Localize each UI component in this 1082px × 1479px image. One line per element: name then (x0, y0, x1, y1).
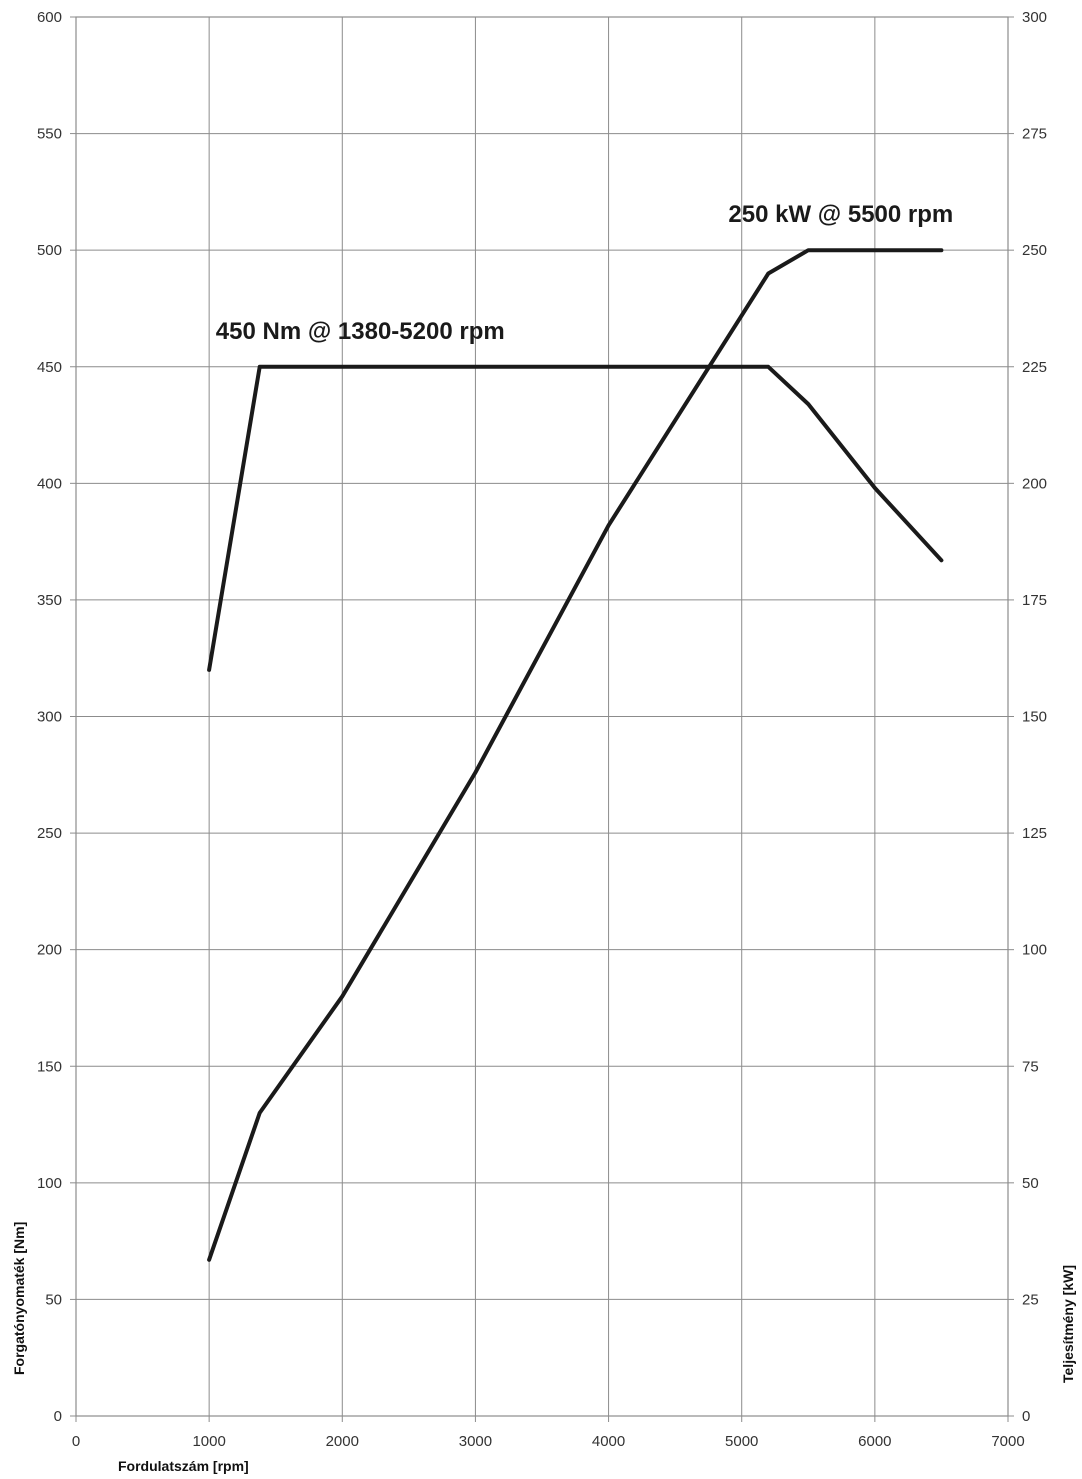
power-curve (207, 248, 944, 1262)
y-right-tick-label: 150 (1022, 709, 1047, 726)
y-left-tick-label: 550 (37, 126, 62, 143)
x-tick-label: 2000 (326, 1433, 359, 1450)
y-left-tick-label: 600 (37, 9, 62, 26)
x-axis-title: Fordulatszám [rpm] (118, 1458, 249, 1474)
y-right-tick-label: 25 (1022, 1291, 1039, 1308)
y-left-tick-label: 500 (37, 242, 62, 259)
y-right-tick-label: 200 (1022, 475, 1047, 492)
y-left-tick-label: 400 (37, 475, 62, 492)
y-right-tick-label: 0 (1022, 1408, 1030, 1425)
x-tick-label: 1000 (192, 1433, 225, 1450)
series-layer (207, 248, 944, 1262)
y-right-tick-label: 50 (1022, 1175, 1039, 1192)
y-right-tick-label: 225 (1022, 359, 1047, 376)
annotations: 450 Nm @ 1380-5200 rpm 250 kW @ 5500 rpm (216, 201, 953, 345)
y-left-tick-label: 50 (45, 1291, 62, 1308)
y-right-tick-label: 300 (1022, 9, 1047, 26)
y-right-tick-label: 275 (1022, 126, 1047, 143)
annotation-label: 450 Nm @ 1380-5200 rpm (216, 318, 505, 345)
x-tick-label: 5000 (725, 1433, 758, 1450)
torque-curve (207, 364, 944, 672)
y-left-tick-label: 450 (37, 359, 62, 376)
y-right-tick-label: 125 (1022, 825, 1047, 842)
y-left-tick-label: 200 (37, 942, 62, 959)
x-tick-label: 7000 (991, 1433, 1024, 1450)
y-left-tick-label: 250 (37, 825, 62, 842)
y-right-tick-label: 100 (1022, 942, 1047, 959)
annotation-label: 250 kW @ 5500 rpm (728, 201, 953, 228)
y-left-tick-label: 0 (54, 1408, 62, 1425)
y-right-tick-label: 175 (1022, 592, 1047, 609)
left-axis-ticks: 0 50 100 150 200 250 300 350 400 450 500 550 600 (37, 9, 76, 1425)
y-left-tick-label: 350 (37, 592, 62, 609)
x-axis-ticks: 0 1000 2000 3000 4000 5000 6000 7000 (72, 1416, 1025, 1450)
x-tick-label: 4000 (592, 1433, 625, 1450)
y-right-axis-title: Teljesítmény [kW] (1060, 1265, 1076, 1383)
y-left-axis-title: Forgatónyomaték [Nm] (11, 1222, 27, 1375)
y-left-tick-label: 150 (37, 1058, 62, 1075)
right-axis-ticks: 0 25 50 75 100 125 150 175 200 225 250 275 300 (1008, 9, 1047, 1425)
y-right-tick-label: 250 (1022, 242, 1047, 259)
y-left-tick-label: 300 (37, 709, 62, 726)
x-tick-label: 0 (72, 1433, 80, 1450)
y-right-tick-label: 75 (1022, 1058, 1039, 1075)
x-tick-label: 6000 (858, 1433, 891, 1450)
y-left-tick-label: 100 (37, 1175, 62, 1192)
x-tick-label: 3000 (459, 1433, 492, 1450)
